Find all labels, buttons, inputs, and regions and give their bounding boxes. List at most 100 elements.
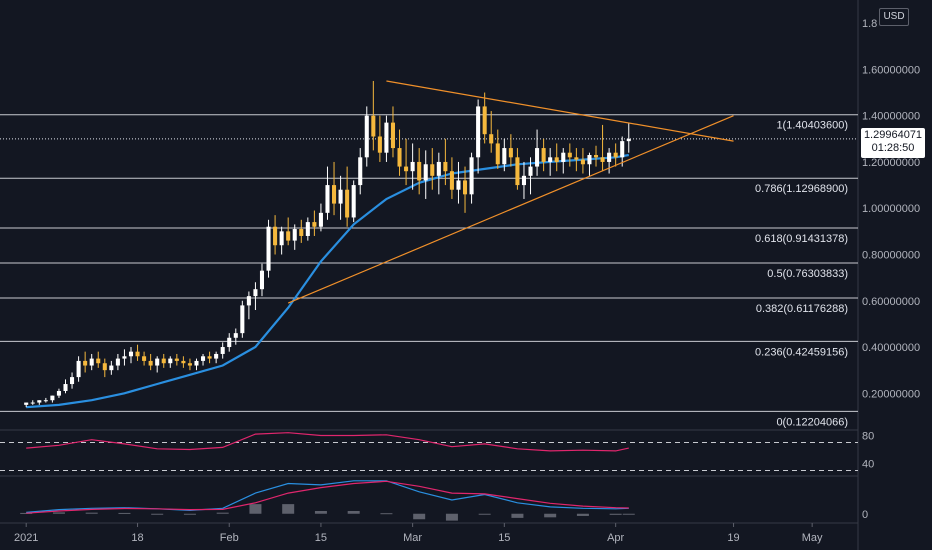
candle-body (253, 289, 258, 297)
fib-level-label: 0.786(1.12968900) (755, 183, 848, 195)
ma-line (26, 153, 629, 409)
macd-histogram-bar (413, 513, 426, 520)
fibonacci-retracement[interactable]: 1(1.40403600) 0.786(1.12968900) 0.618(0.91… (0, 114, 858, 429)
candle-body (312, 222, 317, 227)
candle-body (502, 148, 507, 165)
candle-body (620, 141, 625, 158)
candle-body (371, 115, 376, 137)
candle-body (30, 402, 35, 404)
macd-histogram-bar (445, 513, 458, 521)
macd-histogram-bar (282, 504, 295, 514)
fib-level-label: 0.382(0.61176288) (756, 303, 848, 315)
candle-body (266, 226, 271, 271)
candle-body (390, 122, 396, 149)
candle-body (161, 358, 166, 364)
axes: 0.20000000 0.40000000 0.60000000 0.80000000… (14, 18, 920, 544)
candle-body (37, 400, 42, 403)
candle-body (122, 356, 127, 359)
time-tick-label: Apr (607, 532, 624, 544)
candle-body (580, 159, 585, 165)
trendline (386, 80, 734, 142)
candle-body (318, 212, 323, 227)
macd-histogram-bar (478, 513, 491, 515)
price-tick-label: 0.60000000 (862, 296, 920, 308)
currency-badge[interactable]: USD (879, 8, 909, 26)
candle-body (181, 360, 186, 364)
macd-histogram-bar (249, 504, 262, 514)
macd-histogram-bar (609, 513, 622, 515)
candle-body (541, 148, 546, 162)
triangle-trendlines[interactable] (287, 80, 734, 304)
candle-body (50, 395, 55, 401)
candle-body (358, 157, 363, 186)
candle-body (115, 358, 120, 366)
candle-body (233, 333, 238, 338)
candle-body (397, 148, 402, 167)
bar-countdown: 01:28:50 (871, 142, 915, 154)
candle-body (443, 161, 448, 172)
candle-body (259, 270, 265, 290)
candle-body (187, 363, 192, 366)
candle-body (449, 171, 454, 190)
moving-average (26, 153, 629, 409)
candle-body (109, 365, 114, 371)
candle-body (423, 164, 428, 181)
candle-body (76, 360, 81, 378)
candle-body (220, 347, 225, 354)
candle-body (246, 296, 251, 306)
rsi-panel (0, 432, 858, 471)
price-grid (0, 0, 859, 550)
candle-body (521, 175, 526, 186)
candle-body (155, 358, 160, 366)
time-tick-label: Mar (403, 532, 422, 544)
candle-body (135, 351, 140, 357)
candle-body (600, 157, 605, 162)
time-tick-label: 2021 (14, 532, 38, 544)
macd-tick-label: 0 (862, 509, 868, 521)
candle-body (102, 363, 107, 371)
price-tick-label: 0.40000000 (862, 342, 920, 354)
macd-histogram-bar (118, 512, 131, 514)
candle-body (535, 148, 540, 167)
candle-body (476, 106, 481, 158)
candle-body (469, 157, 474, 195)
time-tick-label: 18 (131, 532, 143, 544)
fib-level-label: 0.236(0.42459156) (755, 346, 848, 358)
candle-body (515, 157, 520, 186)
candle-body (168, 358, 173, 364)
candle-body (456, 180, 461, 190)
candle-body (482, 106, 487, 135)
candle-body (489, 134, 494, 144)
candle-body (279, 231, 284, 246)
macd-histogram-bar (183, 513, 196, 515)
fib-level-label: 0(0.12204066) (776, 416, 848, 428)
macd-histogram-bar (622, 513, 635, 515)
candle-body (508, 148, 513, 158)
price-tick-label: 1.00000000 (862, 203, 920, 215)
candle-body (495, 143, 500, 165)
candle-body (548, 157, 553, 162)
candle-body (574, 157, 579, 160)
time-tick-label: May (802, 532, 823, 544)
candle-body (332, 185, 337, 204)
candle-body (430, 164, 435, 176)
candle-body (384, 122, 389, 153)
candle-body (351, 185, 356, 218)
candle-body (561, 152, 566, 162)
candle-body (417, 161, 422, 181)
candle-body (292, 229, 297, 241)
candle-body (345, 189, 350, 218)
macd-histogram-bar (52, 512, 65, 514)
candle-body (70, 377, 75, 385)
price-tick-label: 0.80000000 (862, 249, 920, 261)
last-price-value: 1.29964071 (863, 129, 923, 141)
macd-histogram-bar (85, 512, 98, 514)
candle-body (128, 351, 134, 357)
last-price-tag: 1.29964071 01:28:50 (861, 128, 925, 158)
candle-body (338, 189, 343, 204)
candle-body (613, 152, 618, 158)
candle-body (305, 222, 310, 236)
macd-histogram-bar (314, 511, 327, 514)
macd-panel (20, 480, 635, 521)
